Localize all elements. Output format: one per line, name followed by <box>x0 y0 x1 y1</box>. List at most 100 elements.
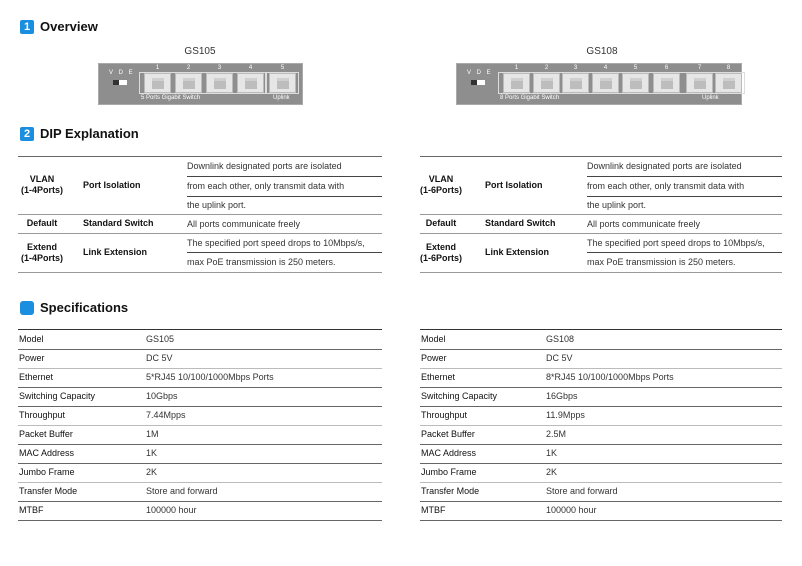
spec-value: 5*RJ45 10/100/1000Mbps Ports <box>146 371 274 382</box>
table-divider <box>420 272 782 273</box>
dip-function: Port Isolation <box>485 179 543 190</box>
rj45-port-icon <box>269 73 296 93</box>
table-divider <box>587 252 782 253</box>
dip-description-line: Downlink designated ports are isolated <box>587 160 742 171</box>
dip-description-line: the uplink port. <box>187 199 247 210</box>
switch-model-label: GS105 <box>184 46 216 57</box>
dip-mode: Extend <box>26 241 57 252</box>
table-divider <box>587 196 782 197</box>
dip-function: Standard Switch <box>83 218 154 228</box>
dip-switch-labels: V D E <box>109 70 135 76</box>
port-number: 5 <box>633 65 638 71</box>
table-divider <box>420 463 782 465</box>
table-divider <box>420 482 782 484</box>
dip-port-range: (1-6Ports) <box>419 252 462 263</box>
dip-port-range: (1-4Ports) <box>20 185 63 195</box>
spec-value: GS108 <box>546 333 575 344</box>
spec-value: DC 5V <box>146 352 173 363</box>
section-number-badge: 1 <box>20 19 34 34</box>
spec-value: DC 5V <box>546 352 573 363</box>
spec-value: 1M <box>146 429 159 439</box>
dip-description-line: from each other, only transmit data with <box>587 180 745 191</box>
rj45-port-icon <box>562 73 589 93</box>
spec-value: Store and forward <box>546 486 618 497</box>
spec-value: 1K <box>546 448 558 459</box>
rj45-port-icon <box>533 73 560 93</box>
spec-label: Ethernet <box>19 371 54 382</box>
spec-value: 100000 hour <box>146 505 197 516</box>
spec-label: Throughput <box>19 409 66 420</box>
spec-label: Model <box>19 333 44 344</box>
dip-switch-icon <box>471 80 485 85</box>
dip-description-line: max PoE transmission is 250 meters. <box>587 256 736 267</box>
table-divider <box>420 156 782 157</box>
dip-function: Link Extension <box>485 247 550 257</box>
spec-value: GS105 <box>146 333 175 344</box>
section-number-badge: 2 <box>20 126 34 141</box>
uplink-label: Uplink <box>702 95 719 101</box>
dip-function: Link Extension <box>83 247 148 257</box>
dip-description-line: the uplink port. <box>587 199 647 210</box>
table-divider <box>187 252 382 253</box>
spec-label: MTBF <box>421 505 446 516</box>
table-divider <box>420 348 782 350</box>
dip-mode: VLAN <box>29 174 55 184</box>
table-divider <box>18 482 382 484</box>
spec-label: Transfer Mode <box>19 486 78 497</box>
port-number: 8 <box>726 65 731 71</box>
dip-description-line: The specified port speed drops to 10Mbps… <box>587 237 765 248</box>
table-divider <box>187 176 382 177</box>
dip-mode: Extend <box>425 241 456 252</box>
dip-description-line: from each other, only transmit data with <box>187 180 345 191</box>
overview-heading: 1 Overview <box>20 19 98 34</box>
port-number: 2 <box>544 65 549 71</box>
spec-label: Model <box>421 333 446 344</box>
port-number: 7 <box>697 65 702 71</box>
port-number: 3 <box>573 65 578 71</box>
table-divider <box>18 214 382 215</box>
table-divider <box>587 176 782 177</box>
dip-mode: Default <box>26 218 58 228</box>
dip-heading: 2 DIP Explanation <box>20 126 139 141</box>
port-number: 3 <box>217 65 222 71</box>
table-divider <box>420 386 782 388</box>
spec-value: 7.44Mpps <box>146 409 186 420</box>
switch-caption: 5 Ports Gigabit Switch <box>141 95 201 101</box>
specs-title: Specifications <box>40 300 129 315</box>
spec-value: 2.5M <box>546 429 567 439</box>
table-divider <box>18 424 382 426</box>
dip-function: Standard Switch <box>485 218 556 228</box>
port-number: 6 <box>664 65 669 71</box>
rj45-port-icon <box>622 73 649 93</box>
rj45-port-icon <box>653 73 680 93</box>
table-divider <box>420 405 782 407</box>
table-divider <box>18 272 382 273</box>
spec-label: Switching Capacity <box>421 390 498 401</box>
dip-title: DIP Explanation <box>40 126 139 141</box>
spec-label: Jumbo Frame <box>421 467 477 478</box>
table-divider <box>18 444 382 445</box>
port-number: 5 <box>280 65 285 71</box>
table-divider <box>420 233 782 234</box>
table-divider <box>420 214 782 215</box>
dip-description-line: max PoE transmission is 250 meters. <box>187 256 336 267</box>
dip-description-line: The specified port speed drops to 10Mbps… <box>187 237 365 248</box>
switch-model-label: GS108 <box>586 46 618 57</box>
table-divider <box>18 501 382 503</box>
switch-caption: 8 Ports Gigabit Switch <box>500 95 560 101</box>
square-icon <box>20 300 34 315</box>
spec-value: 2K <box>546 467 558 478</box>
table-divider <box>18 329 382 330</box>
dip-function: Port Isolation <box>83 179 141 190</box>
port-number: 2 <box>186 65 191 71</box>
uplink-label: Uplink <box>273 95 290 101</box>
rj45-port-icon <box>206 73 233 93</box>
table-divider <box>420 367 782 369</box>
spec-value: 11.9Mpps <box>546 409 585 420</box>
table-divider <box>420 444 782 445</box>
table-divider <box>18 463 382 465</box>
rj45-port-icon <box>715 73 742 93</box>
spec-value: 10Gbps <box>146 390 178 401</box>
switch-illustration: V D E 1 2 3 4 5 5 Ports Gigabit Switch Uplink <box>98 63 303 105</box>
rj45-port-icon <box>237 73 264 93</box>
